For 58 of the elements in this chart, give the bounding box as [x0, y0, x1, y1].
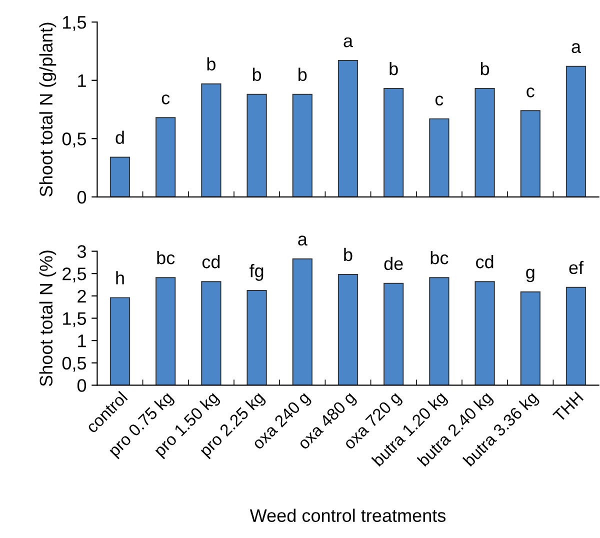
y-tick-label: 0,5	[62, 356, 86, 372]
annotation: a	[572, 43, 582, 54]
bar	[520, 110, 540, 197]
annotation: c	[526, 87, 534, 98]
annotation: g	[526, 268, 534, 282]
y-tick-label: 0	[77, 190, 86, 204]
bar	[338, 274, 358, 386]
bar	[292, 258, 312, 386]
annotation: ef	[569, 260, 584, 274]
annotation: bc	[430, 251, 448, 264]
y-tick-label: 1	[78, 74, 86, 87]
annotation: h	[116, 271, 124, 284]
bar	[429, 277, 450, 386]
bar	[201, 83, 222, 197]
bar	[110, 156, 130, 197]
annotation: cd	[476, 255, 494, 268]
bar	[201, 281, 222, 386]
x-axis-title: Weed control treatments	[250, 508, 446, 522]
bar	[520, 291, 540, 386]
annotation: b	[390, 62, 398, 76]
text: a	[298, 236, 308, 246]
y-axis-title: Shoot total N (g/plant)	[39, 22, 56, 196]
y-tick-label: 1,5	[63, 16, 86, 31]
annotation: b	[207, 57, 216, 71]
annotation: cd	[202, 255, 220, 268]
bar	[156, 117, 176, 197]
bar	[566, 66, 586, 197]
y-tick-label: 2	[78, 290, 86, 302]
annotation: b	[298, 68, 307, 82]
y-tick-label: 2,5	[62, 268, 86, 282]
annotation: de	[384, 256, 403, 270]
annotation: d	[116, 130, 124, 144]
bar	[246, 94, 267, 197]
annotation: b	[480, 62, 490, 76]
y-tick-label: 1,5	[63, 312, 86, 328]
y-axis-title: Shoot total N (%)	[39, 250, 56, 386]
bar	[110, 297, 130, 386]
annotation: b	[344, 248, 352, 262]
bar	[338, 60, 358, 197]
bar	[292, 94, 312, 197]
annotation: c	[435, 96, 444, 106]
y-tick-label: 0	[77, 379, 86, 392]
annotation: a	[344, 37, 354, 48]
bar	[474, 281, 495, 386]
bar	[384, 282, 404, 386]
bar	[156, 277, 176, 386]
annotation: b	[252, 68, 262, 82]
bar	[246, 290, 267, 386]
bar	[384, 88, 404, 197]
annotation: bc	[157, 251, 175, 264]
bar	[429, 118, 450, 197]
y-tick-label: 3	[77, 245, 86, 258]
bar	[474, 88, 495, 197]
annotation: fg	[250, 264, 264, 281]
annotation: c	[162, 94, 170, 104]
y-tick-label: 1	[78, 334, 86, 348]
bar	[566, 286, 586, 386]
y-tick-label: 0,5	[62, 132, 86, 148]
